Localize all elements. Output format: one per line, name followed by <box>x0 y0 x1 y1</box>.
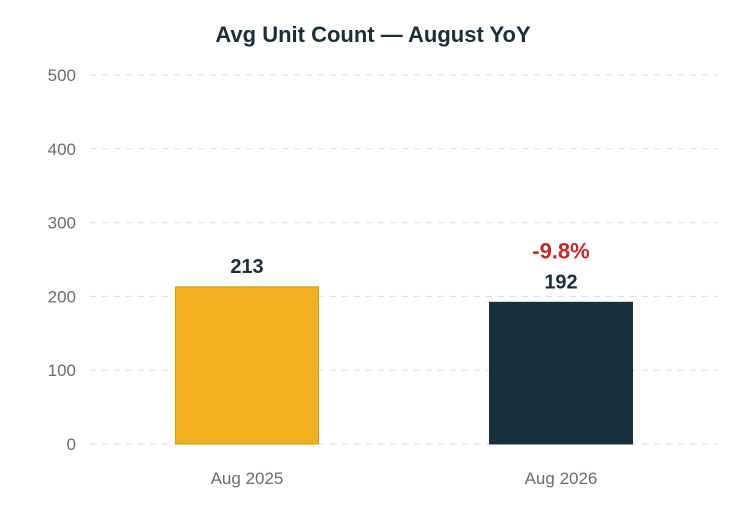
y-tick-label: 100 <box>48 361 76 380</box>
bars <box>175 286 633 445</box>
value-label: 213 <box>230 256 263 278</box>
y-tick-label: 200 <box>48 287 76 306</box>
y-tick-label: 500 <box>48 66 76 85</box>
y-tick-label: 300 <box>48 214 76 233</box>
y-tick-label: 0 <box>67 435 76 454</box>
y-axis-ticks: 0 100 200 300 400 500 <box>48 66 76 454</box>
grid-lines <box>90 74 718 445</box>
bar-aug-2026 <box>489 301 633 445</box>
x-axis-ticks: Aug 2025 Aug 2026 <box>211 469 598 488</box>
x-tick-label: Aug 2025 <box>211 469 284 488</box>
bar-aug-2025 <box>175 286 319 445</box>
value-label: 192 <box>544 271 577 293</box>
chart-title: Avg Unit Count — August YoY <box>215 22 531 47</box>
yoy-change-label: -9.8% <box>532 238 589 263</box>
x-tick-label: Aug 2026 <box>525 469 598 488</box>
value-labels: 213 192 -9.8% <box>230 238 589 293</box>
y-tick-label: 400 <box>48 140 76 159</box>
